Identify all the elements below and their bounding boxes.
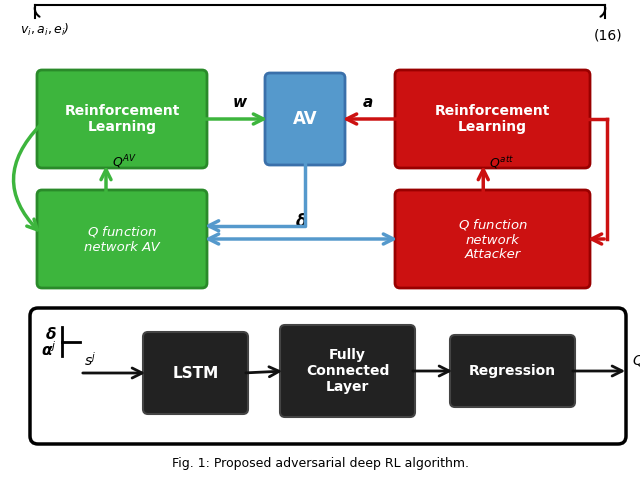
Text: $Q^{att}$: $Q^{att}$: [489, 154, 515, 171]
Text: LSTM: LSTM: [172, 366, 219, 380]
Text: $Q$ function
network
Attacker: $Q$ function network Attacker: [458, 217, 527, 261]
Text: Fig. 1: Proposed adversarial deep RL algorithm.: Fig. 1: Proposed adversarial deep RL alg…: [172, 456, 468, 469]
FancyBboxPatch shape: [395, 70, 590, 168]
Text: Regression: Regression: [469, 364, 556, 378]
Text: $\boldsymbol{a}$: $\boldsymbol{a}$: [362, 95, 374, 110]
Text: $Q$ function
network AV: $Q$ function network AV: [84, 224, 160, 254]
Text: Reinforcement
Learning: Reinforcement Learning: [64, 104, 180, 134]
Text: AV: AV: [292, 110, 317, 128]
FancyBboxPatch shape: [395, 190, 590, 288]
FancyBboxPatch shape: [280, 325, 415, 417]
FancyBboxPatch shape: [30, 308, 626, 444]
Text: Reinforcement
Learning: Reinforcement Learning: [435, 104, 550, 134]
Text: Fully
Connected
Layer: Fully Connected Layer: [306, 348, 389, 394]
Text: $\boldsymbol{\alpha}^j$: $\boldsymbol{\alpha}^j$: [42, 341, 57, 359]
FancyBboxPatch shape: [450, 335, 575, 407]
FancyBboxPatch shape: [143, 332, 248, 414]
Text: $\boldsymbol{\delta}$: $\boldsymbol{\delta}$: [45, 326, 57, 342]
Text: $\boldsymbol{\delta}$: $\boldsymbol{\delta}$: [295, 213, 307, 231]
Text: $v_i, a_i, e_i$): $v_i, a_i, e_i$): [20, 22, 70, 38]
Text: (16): (16): [593, 28, 622, 42]
Text: $s^j$: $s^j$: [84, 351, 97, 369]
FancyBboxPatch shape: [37, 70, 207, 168]
Text: $\boldsymbol{w}$: $\boldsymbol{w}$: [232, 95, 248, 110]
Text: $Q^j$: $Q^j$: [632, 350, 640, 369]
Text: $Q^{AV}$: $Q^{AV}$: [112, 153, 137, 171]
FancyBboxPatch shape: [265, 73, 345, 165]
FancyBboxPatch shape: [37, 190, 207, 288]
